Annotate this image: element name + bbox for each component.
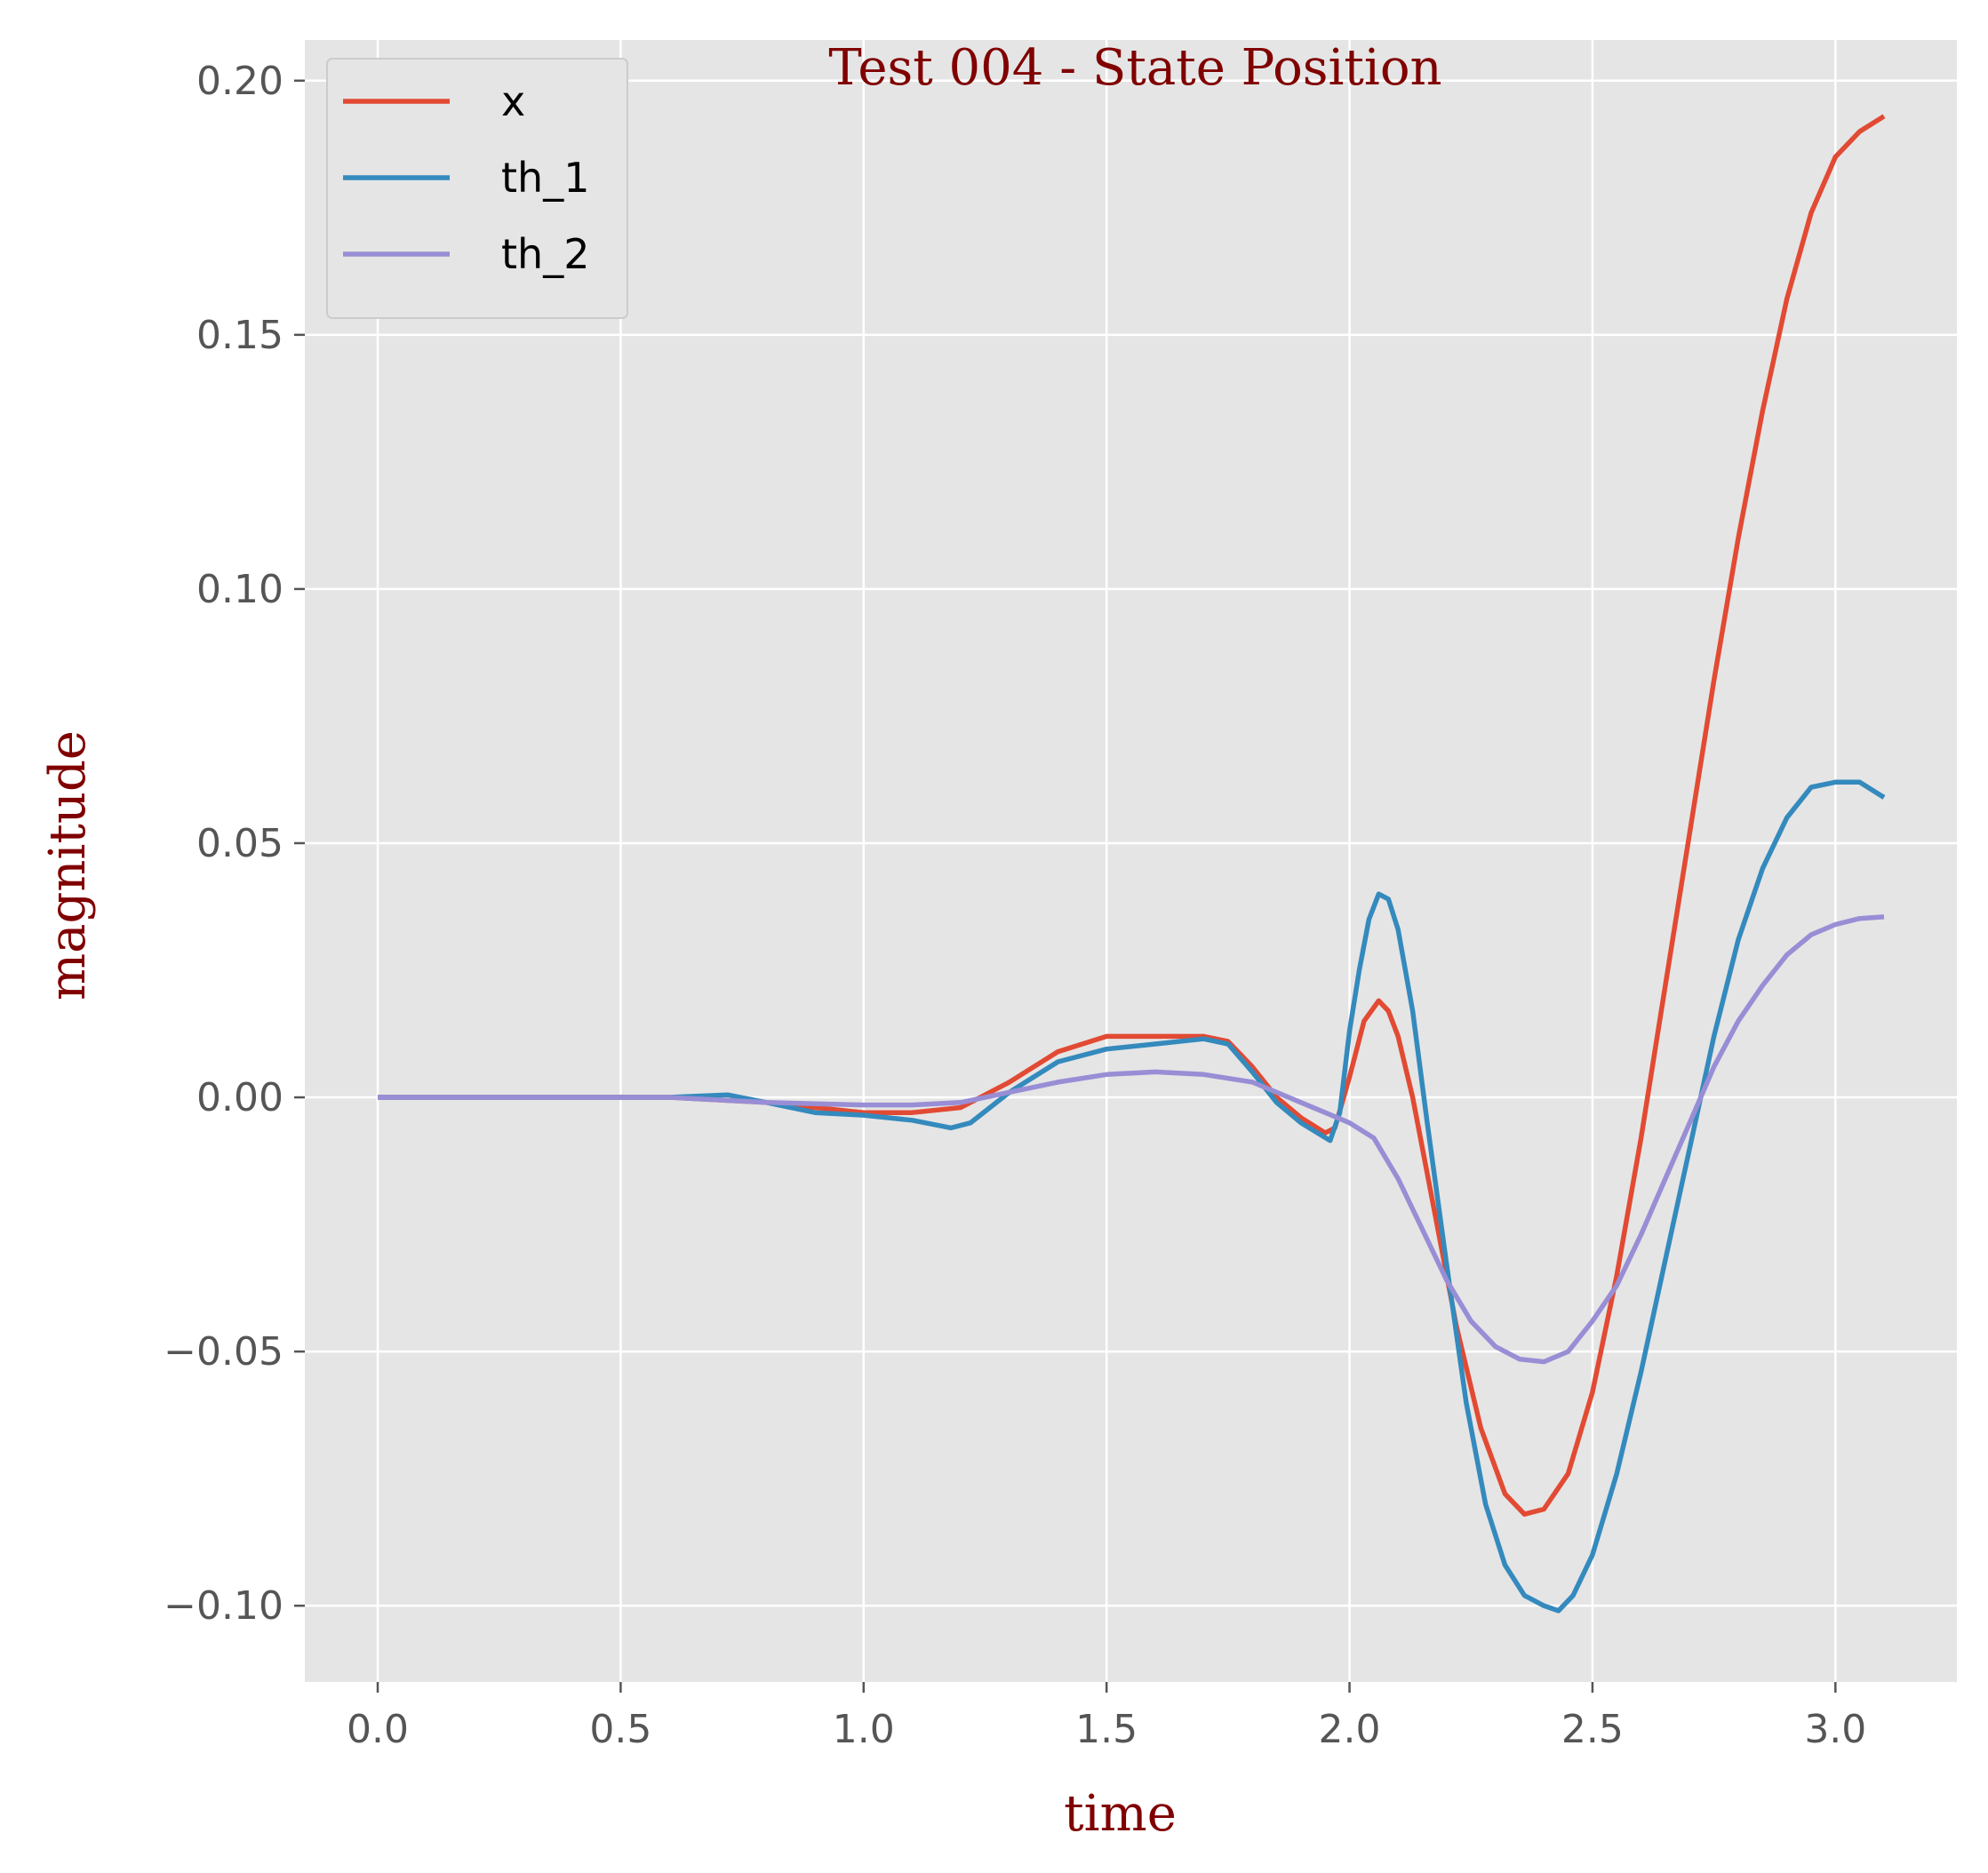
legend-label: x [501, 77, 525, 125]
y-tick-label: −0.05 [164, 1329, 283, 1375]
x-tick-label: 0.0 [347, 1707, 409, 1752]
x-tick-label: 1.5 [1075, 1707, 1138, 1752]
legend: x th_1 th_2 [326, 58, 628, 319]
series-line-x [378, 114, 1886, 1517]
x-tick-label: 2.5 [1561, 1707, 1624, 1752]
x-axis-title: time [1064, 1785, 1177, 1843]
y-tick-label: 0.15 [196, 313, 283, 358]
y-tick-label: 0.20 [196, 59, 283, 104]
gridlines [305, 40, 1957, 1682]
x-tick-label: 1.0 [833, 1707, 895, 1752]
x-tick-label: 2.0 [1319, 1707, 1381, 1752]
series-lines [378, 114, 1886, 1614]
y-tick-label: 0.05 [196, 821, 283, 866]
chart-title: Test 004 - State Position [828, 39, 1441, 97]
x-tick-label: 0.5 [589, 1707, 651, 1752]
y-tick-label: 0.00 [196, 1075, 283, 1120]
y-tick-label: −0.10 [164, 1583, 283, 1629]
series-line-th-2 [378, 914, 1885, 1365]
axis-ticks: 0.0 0.5 1.0 1.5 2.0 2.5 3.0 −0.10 −0.05 0.00 0.05 0… [164, 59, 1866, 1752]
y-tick-label: 0.10 [196, 567, 283, 612]
x-tick-label: 3.0 [1804, 1707, 1866, 1752]
series-line-th-1 [378, 779, 1886, 1614]
legend-label: th_2 [501, 230, 589, 278]
legend-label: th_1 [501, 154, 589, 202]
y-axis-title: magnitude [39, 730, 97, 1000]
